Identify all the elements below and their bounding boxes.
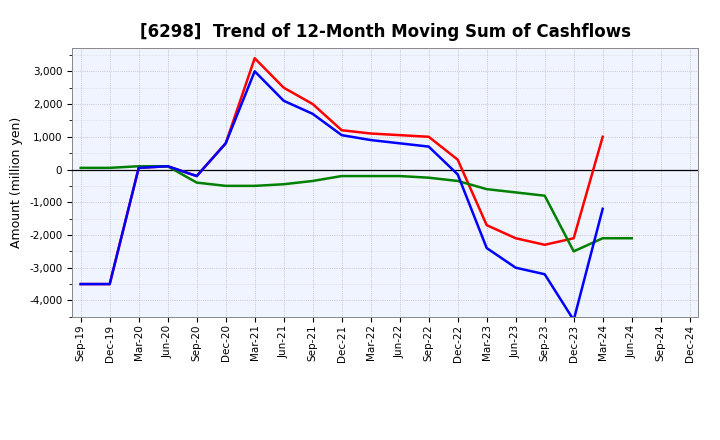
Investing Cashflow [395, 173, 404, 179]
Investing Cashflow [570, 249, 578, 254]
Operating Cashflow [105, 282, 114, 287]
Free Cashflow [251, 69, 259, 74]
Free Cashflow [135, 165, 143, 171]
Investing Cashflow [482, 187, 491, 192]
Operating Cashflow [192, 173, 201, 179]
Operating Cashflow [308, 101, 317, 106]
Operating Cashflow [338, 128, 346, 133]
Operating Cashflow [366, 131, 375, 136]
Free Cashflow [424, 144, 433, 149]
Operating Cashflow [482, 223, 491, 228]
Free Cashflow [482, 246, 491, 251]
Free Cashflow [192, 173, 201, 179]
Free Cashflow [338, 132, 346, 138]
Operating Cashflow [279, 85, 288, 90]
Title: [6298]  Trend of 12-Month Moving Sum of Cashflows: [6298] Trend of 12-Month Moving Sum of C… [140, 23, 631, 41]
Operating Cashflow [163, 164, 172, 169]
Investing Cashflow [279, 182, 288, 187]
Operating Cashflow [76, 282, 85, 287]
Operating Cashflow [424, 134, 433, 139]
Investing Cashflow [598, 235, 607, 241]
Operating Cashflow [135, 165, 143, 171]
Free Cashflow [308, 111, 317, 117]
Investing Cashflow [511, 190, 520, 195]
Free Cashflow [279, 98, 288, 103]
Operating Cashflow [541, 242, 549, 247]
Free Cashflow [511, 265, 520, 270]
Operating Cashflow [251, 55, 259, 61]
Free Cashflow [221, 141, 230, 146]
Investing Cashflow [251, 183, 259, 188]
Free Cashflow [105, 282, 114, 287]
Investing Cashflow [105, 165, 114, 171]
Line: Operating Cashflow: Operating Cashflow [81, 58, 603, 284]
Investing Cashflow [424, 175, 433, 180]
Free Cashflow [598, 206, 607, 212]
Investing Cashflow [308, 178, 317, 183]
Operating Cashflow [511, 235, 520, 241]
Operating Cashflow [570, 235, 578, 241]
Operating Cashflow [598, 134, 607, 139]
Investing Cashflow [192, 180, 201, 185]
Investing Cashflow [135, 164, 143, 169]
Free Cashflow [76, 282, 85, 287]
Investing Cashflow [163, 164, 172, 169]
Free Cashflow [541, 271, 549, 277]
Investing Cashflow [338, 173, 346, 179]
Free Cashflow [366, 137, 375, 143]
Free Cashflow [570, 317, 578, 323]
Investing Cashflow [76, 165, 85, 171]
Y-axis label: Amount (million yen): Amount (million yen) [11, 117, 24, 248]
Operating Cashflow [395, 132, 404, 138]
Free Cashflow [163, 164, 172, 169]
Investing Cashflow [627, 235, 636, 241]
Line: Free Cashflow: Free Cashflow [81, 71, 603, 320]
Investing Cashflow [366, 173, 375, 179]
Operating Cashflow [221, 141, 230, 146]
Investing Cashflow [221, 183, 230, 188]
Operating Cashflow [454, 157, 462, 162]
Investing Cashflow [454, 178, 462, 183]
Free Cashflow [395, 141, 404, 146]
Free Cashflow [454, 172, 462, 177]
Line: Investing Cashflow: Investing Cashflow [81, 166, 631, 251]
Investing Cashflow [541, 193, 549, 198]
